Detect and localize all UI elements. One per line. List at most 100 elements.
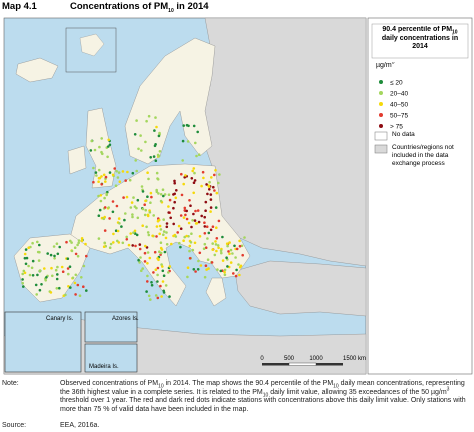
station-dot: [116, 176, 120, 179]
station-dot: [162, 218, 165, 221]
station-dot: [155, 225, 159, 228]
station-dot: [185, 123, 189, 127]
station-dot: [192, 124, 196, 128]
station-dot: [92, 166, 95, 170]
station-dot: [103, 229, 107, 232]
station-dot: [145, 225, 148, 229]
station-dot: [220, 251, 223, 255]
station-dot: [191, 248, 195, 252]
station-dot: [64, 293, 67, 297]
station-dot: [155, 125, 158, 129]
station-dot: [201, 170, 205, 174]
legend-title: 90.4 percentile of PM10 daily concentrat…: [374, 26, 466, 52]
station-dot: [49, 291, 53, 294]
station-dot: [209, 198, 213, 201]
text-run: daily mean concentrations, representing …: [60, 380, 465, 396]
station-dot: [162, 230, 166, 233]
station-dot: [97, 168, 101, 172]
station-dot: [211, 242, 214, 245]
station-dot: [184, 174, 187, 177]
station-dot: [198, 251, 202, 255]
station-dot: [212, 185, 215, 189]
station-dot: [191, 219, 194, 222]
station-dot: [163, 250, 167, 254]
note-label: Note:: [2, 380, 19, 387]
station-dot: [100, 137, 103, 140]
station-dot: [154, 159, 158, 162]
station-dot: [109, 242, 113, 246]
station-dot: [84, 242, 87, 246]
station-dot: [234, 274, 238, 278]
station-dot: [213, 253, 217, 257]
station-dot: [152, 155, 156, 158]
station-dot: [53, 257, 56, 260]
text-run: in 2014: [173, 1, 209, 12]
station-dot: [172, 206, 175, 210]
station-dot: [167, 205, 170, 208]
station-dot: [203, 242, 207, 246]
station-dot: [156, 296, 160, 300]
station-dot: [198, 235, 202, 238]
station-dot: [148, 211, 152, 214]
station-dot: [55, 242, 59, 245]
station-dot: [185, 234, 188, 238]
station-dot: [85, 289, 88, 292]
station-dot: [209, 193, 213, 196]
station-dot: [209, 210, 212, 213]
station-dot: [150, 283, 154, 287]
station-dot: [36, 250, 40, 254]
station-dot: [149, 298, 152, 301]
station-dot: [80, 237, 84, 240]
station-dot: [146, 171, 149, 174]
station-dot: [190, 232, 193, 235]
station-dot: [131, 213, 134, 216]
station-dot: [204, 246, 208, 249]
station-dot: [125, 235, 128, 239]
source-label: Source:: [2, 422, 27, 429]
station-dot: [228, 241, 231, 244]
station-dot: [117, 217, 121, 220]
station-dot: [134, 244, 137, 248]
station-dot: [197, 220, 201, 224]
station-dot: [181, 159, 184, 162]
station-dot: [206, 192, 209, 196]
station-dot: [145, 290, 148, 293]
station-dot: [158, 232, 161, 236]
azores-inset: [84, 311, 138, 343]
station-dot: [55, 287, 59, 290]
station-dot: [137, 147, 140, 151]
station-dot: [159, 251, 163, 255]
station-dot: [243, 236, 246, 239]
station-dot: [168, 198, 172, 202]
station-dot: [23, 256, 27, 260]
station-dot: [156, 273, 159, 277]
station-dot: [181, 139, 185, 143]
station-dot: [241, 253, 244, 257]
station-dot: [112, 232, 115, 236]
station-dot: [235, 247, 239, 251]
iceland: [15, 57, 59, 83]
station-dot: [225, 256, 228, 259]
great-britain: [85, 107, 117, 189]
station-dot: [174, 196, 178, 200]
station-dot: [216, 268, 219, 271]
station-dot: [194, 141, 197, 145]
station-dot: [215, 249, 218, 253]
station-dot: [104, 180, 107, 183]
station-dot: [82, 285, 85, 289]
station-dot: [161, 188, 165, 191]
station-dot: [102, 245, 106, 248]
station-dot: [207, 267, 210, 270]
station-dot: [43, 267, 46, 270]
station-dot: [131, 215, 134, 219]
station-dot: [168, 295, 171, 298]
station-dot: [156, 219, 160, 223]
station-dot: [211, 225, 215, 228]
superscript: 3: [446, 386, 450, 393]
station-dot: [127, 243, 131, 247]
station-dot: [77, 239, 81, 242]
station-dot: [136, 198, 140, 202]
text-run: Observed concentrations of PM: [60, 380, 159, 387]
station-dot: [139, 134, 142, 137]
ireland: [67, 145, 87, 175]
